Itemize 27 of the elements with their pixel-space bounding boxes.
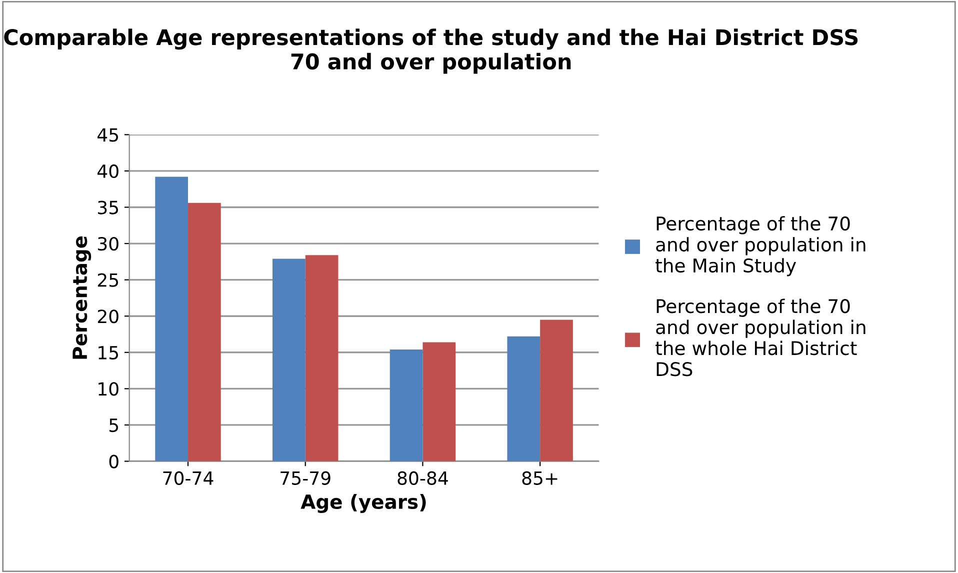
bar [305, 255, 338, 462]
legend-label: Percentage of the 70 and over population in the Main Study [656, 216, 866, 276]
y-tick-label: 0 [109, 454, 118, 468]
x-tick-label: 75-79 [280, 471, 330, 485]
y-axis-title: Percentage [72, 236, 92, 359]
y-tick-label: 35 [98, 200, 118, 214]
bar [272, 258, 306, 462]
y-tick-label: 45 [98, 128, 118, 142]
x-tick-label: 85+ [522, 471, 558, 485]
bar [540, 320, 573, 462]
y-tick-label: 40 [98, 164, 118, 178]
y-tick-label: 25 [98, 273, 118, 287]
x-tick-label: 80-84 [398, 471, 448, 485]
y-tick-label: 5 [110, 418, 118, 432]
x-tick-label: 70-74 [163, 471, 214, 485]
legend-label: Percentage of the 70 and over population in the whole Hai District DSS [656, 298, 866, 376]
bar [155, 176, 188, 462]
bar [390, 349, 423, 462]
bar [188, 202, 221, 462]
y-tick-label: 30 [98, 236, 118, 251]
y-tick-label: 20 [98, 310, 118, 324]
y-tick-label: 15 [98, 346, 118, 360]
x-axis-title: Age (years) [300, 494, 426, 513]
bar [507, 336, 540, 462]
y-tick-label: 10 [98, 382, 118, 396]
chart-title: Comparable Age representations of the study and the Hai District DSS 70 and over population [4, 28, 858, 74]
bar [422, 342, 456, 462]
